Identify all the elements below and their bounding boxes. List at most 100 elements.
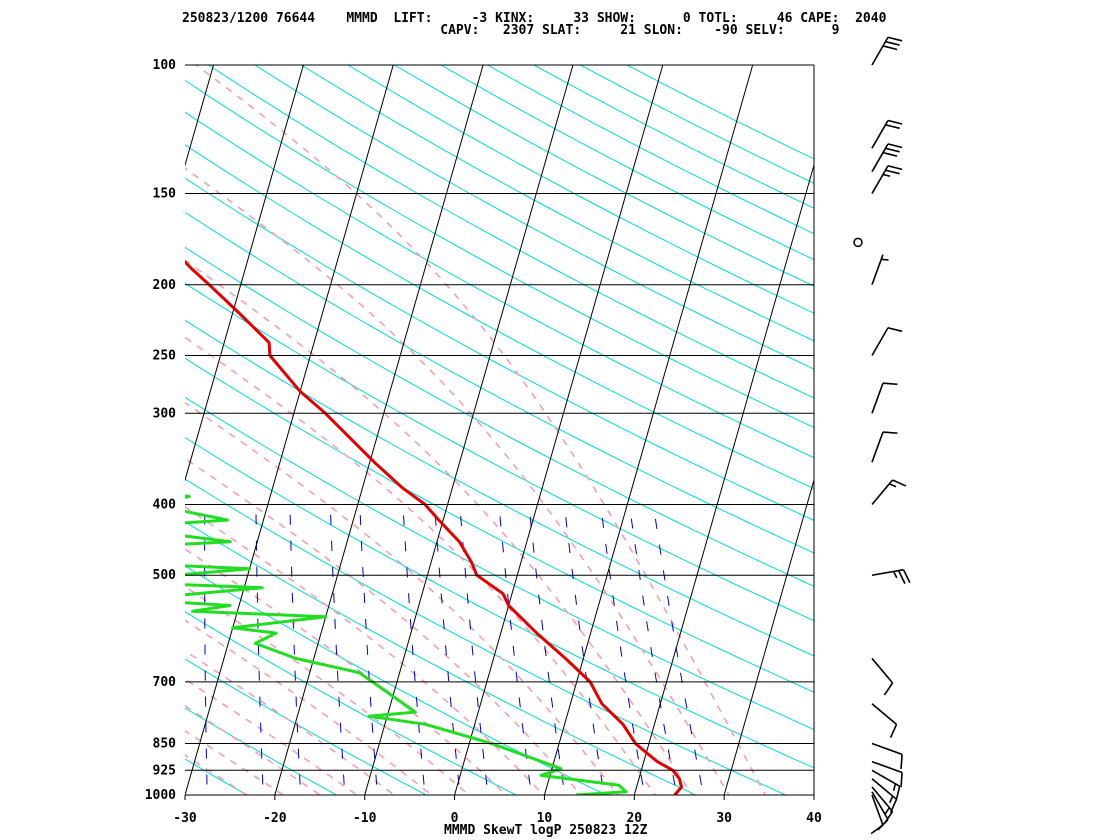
isotherm-10 (543, 65, 754, 795)
wind-barb-full (902, 569, 911, 584)
mixing-ratio-1.5 (329, 504, 346, 795)
wind-barb-full (887, 327, 903, 333)
dry-adiabat-390 (185, 177, 814, 522)
moist-adiabat-16 (185, 457, 582, 795)
pressure-tick-label: 300 (153, 406, 177, 421)
dry-adiabat-260 (185, 707, 338, 795)
wind-barb-shaft (871, 165, 889, 194)
wind-barb (871, 165, 903, 194)
wind-barb-half (892, 783, 897, 792)
temperature-tick-label: -20 (263, 811, 287, 826)
mixing-ratio-2 (359, 504, 379, 795)
wind-barb-shaft (871, 703, 898, 725)
wind-barb-shaft (871, 431, 884, 463)
temperature-tick-label: 0 (451, 811, 459, 826)
wind-barb (871, 382, 898, 414)
mixing-ratio-16 (600, 504, 646, 795)
dry-adiabat-360 (185, 282, 814, 622)
wind-barb-full (887, 165, 903, 171)
temperature-profile-line (185, 259, 683, 795)
dry-adiabat-430 (208, 65, 814, 399)
wind-barb (871, 760, 903, 788)
dry-adiabat-520 (626, 65, 814, 160)
moist-adiabat-12 (185, 505, 545, 795)
isotherm-40 (813, 793, 814, 795)
wind-barb-half (884, 807, 891, 815)
isotherm--60 (0, 32, 133, 811)
wind-barb-half (888, 795, 894, 804)
wind-barb-shaft (871, 786, 894, 813)
mixing-ratio-0.7 (255, 504, 264, 795)
isotherm-0 (454, 65, 664, 795)
wind-barb (871, 742, 903, 770)
mixing-ratio-1 (289, 504, 302, 795)
dry-adiabat-350 (185, 319, 814, 657)
wind-barb-shaft (871, 143, 889, 173)
mixing-ratio-4 (434, 504, 461, 795)
temperature-tick-label: -10 (353, 811, 377, 826)
wind-barb-shaft (871, 36, 889, 66)
pressure-tick-label: 925 (153, 763, 176, 778)
mixing-ratio-3 (402, 504, 426, 795)
wind-barb-shaft (871, 794, 884, 826)
dry-adiabat-340 (185, 357, 814, 693)
wind-barb-shaft (871, 327, 889, 356)
wind-barb-full (885, 40, 900, 46)
dry-adiabat-400 (185, 144, 814, 490)
isotherm--70 (0, 32, 43, 811)
wind-barb-full (882, 45, 898, 51)
wind-barb (871, 36, 903, 66)
dry-adiabat-440 (254, 65, 814, 370)
isotherm--50 (185, 65, 215, 167)
moist-adiabat-8 (185, 548, 508, 795)
dry-adiabat-420 (185, 79, 814, 429)
isotherm-20 (633, 163, 814, 795)
dry-adiabat-310 (185, 478, 787, 795)
dewpoint-profile-line (185, 494, 628, 795)
pressure-tick-label: 1000 (145, 788, 176, 803)
wind-barb-half (892, 571, 898, 579)
temperature-tick-label: 10 (537, 811, 553, 826)
wind-barb-full (887, 143, 903, 149)
wind-barb-shaft (871, 120, 889, 149)
wind-barb-full (889, 724, 898, 738)
wind-barb (871, 119, 903, 149)
isotherm--30 (185, 65, 394, 795)
moist-adiabat--4 (185, 649, 396, 795)
moist-adiabat-0 (185, 619, 433, 795)
wind-barb-half (889, 483, 897, 488)
wind-barb (871, 479, 907, 506)
wind-barb-full (887, 119, 903, 125)
wind-barb (871, 657, 894, 696)
temperature-tick-label: 30 (716, 811, 732, 826)
dry-adiabat-500 (533, 65, 814, 209)
pressure-tick-label: 500 (153, 568, 177, 583)
wind-barb-shaft (871, 778, 898, 800)
pressure-tick-label: 150 (153, 187, 177, 202)
wind-barb-shaft (871, 382, 884, 414)
wind-barb-full (885, 169, 900, 175)
wind-barb-full (885, 147, 900, 153)
pressure-tick-label: 400 (153, 498, 177, 513)
moist-adiabat-32 (185, 167, 730, 795)
wind-barb-full (895, 786, 901, 801)
dry-adiabat-320 (185, 437, 814, 769)
wind-barb-full (889, 798, 898, 813)
wind-barb-full (882, 151, 898, 157)
moist-adiabat-28 (185, 259, 693, 795)
wind-barb-column (853, 36, 911, 835)
wind-barb-shaft (871, 791, 889, 820)
dry-adiabat-370 (185, 246, 814, 587)
isotherm--10 (364, 65, 574, 795)
wind-barb (871, 568, 911, 585)
wind-barb-full (887, 36, 903, 42)
chart-title: MMMD SkewT logP 250823 12Z (444, 823, 648, 838)
plot-area (0, 32, 814, 811)
wind-barb-half (882, 173, 891, 178)
wind-barb (871, 769, 901, 801)
isotherm--20 (274, 65, 484, 795)
mixing-ratio-0.2 (142, 505, 145, 811)
temperature-tick-label: -30 (173, 811, 197, 826)
mixing-ratio-12 (563, 504, 605, 795)
